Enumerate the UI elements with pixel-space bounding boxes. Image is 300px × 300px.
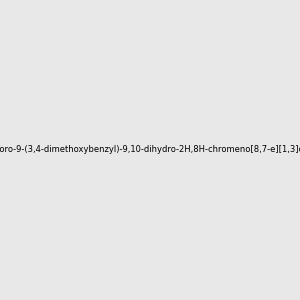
Text: 4-butyl-6-chloro-9-(3,4-dimethoxybenzyl)-9,10-dihydro-2H,8H-chromeno[8,7-e][1,3]: 4-butyl-6-chloro-9-(3,4-dimethoxybenzyl)…: [0, 146, 300, 154]
